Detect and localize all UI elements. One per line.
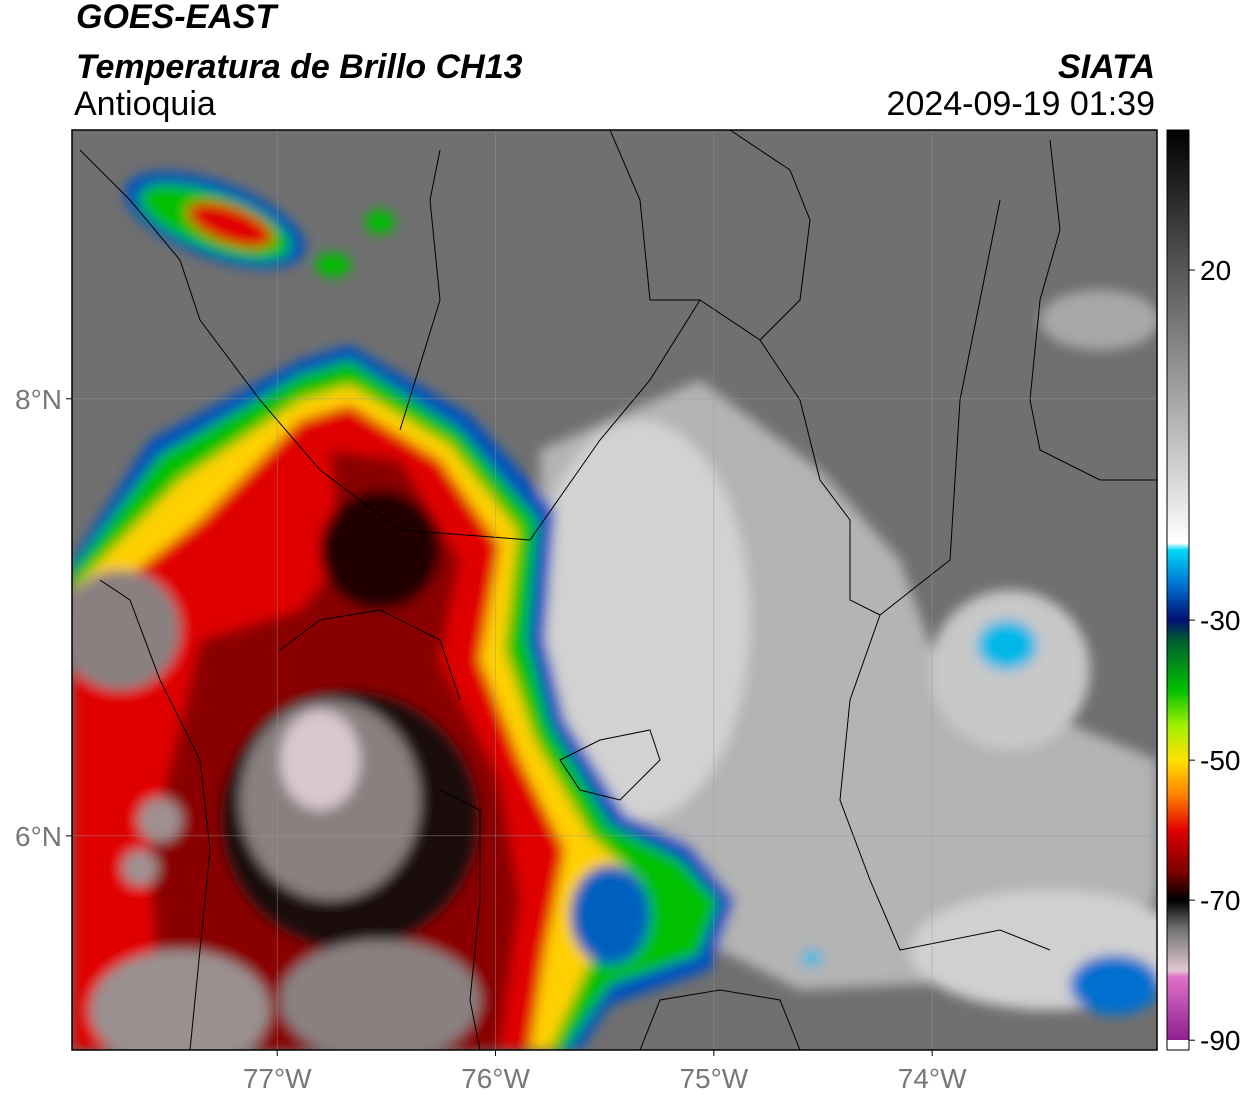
lon-tick-label: 74°W (898, 1063, 967, 1094)
colorbar-tick-label: -70 (1200, 885, 1240, 916)
source: SIATA (1058, 48, 1155, 86)
colorbar-tick-label: 20 (1200, 255, 1231, 286)
lon-tick-label: 76°W (461, 1063, 530, 1094)
satellite-image (72, 130, 1157, 1050)
title: GOES-EAST (76, 0, 279, 36)
lat-tick-label: 8°N (15, 384, 62, 415)
colorbar-tick-label: -50 (1200, 745, 1240, 776)
region: Antioquia (74, 85, 216, 123)
lon-tick-label: 77°W (243, 1063, 312, 1094)
map-frame (71, 129, 1158, 1051)
colorbar (1166, 129, 1190, 1051)
subtitle: Temperatura de Brillo CH13 (76, 48, 523, 86)
colorbar-tick-label: -90 (1200, 1025, 1240, 1056)
colorbar-tick-label: -30 (1200, 605, 1240, 636)
lon-tick-label: 75°W (679, 1063, 748, 1094)
datetime: 2024-09-19 01:39 (887, 85, 1155, 123)
lat-tick-label: 6°N (15, 821, 62, 852)
